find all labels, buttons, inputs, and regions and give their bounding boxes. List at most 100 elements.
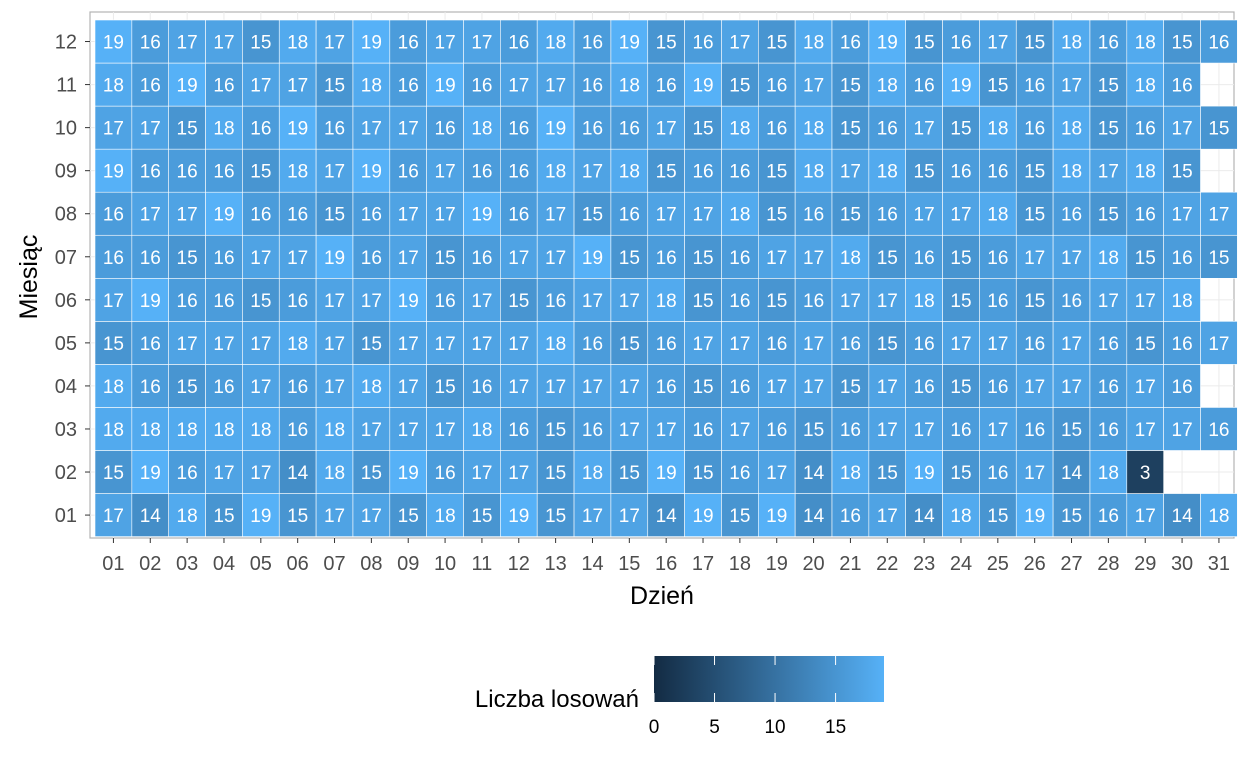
heatmap-cell: [205, 191, 243, 236]
cell-value-label: 16: [213, 76, 234, 97]
heatmap-cell: [647, 364, 685, 408]
cell-value-label: 16: [177, 162, 198, 183]
cell-value-label: 17: [1135, 506, 1156, 527]
cell-value-label: 18: [656, 291, 677, 312]
cell-value-label: 17: [508, 248, 529, 269]
cell-value-label: 16: [656, 76, 677, 97]
heatmap-cell: [242, 62, 280, 107]
heatmap-cell: [647, 191, 685, 236]
heatmap-cell: [1089, 364, 1128, 408]
cell-value-label: 18: [471, 420, 492, 441]
heatmap-cell: [794, 62, 833, 107]
cell-value-label: 17: [250, 76, 271, 97]
heatmap-cell: [536, 148, 575, 193]
cell-value-label: 15: [1024, 33, 1045, 54]
x-tick-label: 22: [876, 553, 898, 575]
cell-value-label: 18: [103, 377, 124, 398]
cell-value-label: 15: [435, 248, 456, 269]
x-axis-title: Dzień: [630, 582, 694, 610]
cell-value-label: 15: [692, 377, 713, 398]
cell-value-label: 17: [1061, 377, 1082, 398]
cell-value-label: 15: [582, 205, 603, 226]
cell-value-label: 16: [914, 334, 935, 355]
cell-value-label: 17: [471, 463, 492, 484]
heatmap-cell: [684, 19, 722, 64]
cell-value-label: 16: [1061, 205, 1082, 226]
cell-value-label: 15: [729, 76, 750, 97]
heatmap-cell: [610, 234, 649, 279]
cell-value-label: 17: [324, 377, 345, 398]
heatmap-cell: [352, 493, 391, 537]
cell-value-label: 18: [987, 205, 1008, 226]
x-tick-label: 26: [1024, 553, 1046, 575]
cell-value-label: 16: [435, 291, 456, 312]
cell-value-label: 17: [177, 205, 198, 226]
heatmap-cell: [500, 148, 538, 193]
cell-value-label: 17: [582, 377, 603, 398]
heatmap-cell: [389, 62, 427, 107]
heatmap-cell: [684, 321, 722, 365]
heatmap-cell: [463, 407, 501, 451]
heatmap-cell: [942, 105, 980, 150]
cell-value-label: 16: [582, 420, 603, 441]
heatmap-cell: [131, 191, 170, 236]
cell-value-label: 16: [803, 205, 824, 226]
x-tick-label: 04: [213, 553, 235, 575]
cell-value-label: 16: [729, 377, 750, 398]
heatmap-cell: [721, 191, 759, 236]
heatmap-cell: [278, 234, 317, 279]
cell-value-label: 15: [1024, 291, 1045, 312]
y-tick-label: 11: [56, 75, 77, 97]
heatmap-cell: [1015, 148, 1054, 193]
x-tick-label: 03: [176, 553, 198, 575]
heatmap-cell: [905, 407, 943, 451]
cell-value-label: 18: [840, 248, 861, 269]
heatmap-cell: [389, 450, 427, 494]
cell-value-label: 17: [914, 205, 935, 226]
cell-value-label: 15: [803, 420, 824, 441]
cell-value-label: 15: [398, 506, 419, 527]
heatmap-cell: [573, 62, 612, 107]
heatmap-cell: [1163, 493, 1201, 537]
cell-value-label: 17: [287, 248, 308, 269]
cell-value-label: 17: [1208, 205, 1229, 226]
cell-value-label: 18: [545, 334, 566, 355]
cell-value-label: 16: [1208, 33, 1229, 54]
cell-value-label: 17: [840, 162, 861, 183]
cell-value-label: 16: [140, 33, 161, 54]
cell-value-label: 17: [471, 334, 492, 355]
cell-value-label: 16: [1098, 377, 1119, 398]
cell-value-label: 14: [656, 506, 678, 527]
cell-value-label: 19: [692, 76, 713, 97]
x-tick-label: 21: [839, 553, 861, 575]
y-axis-title: Miesiąc: [15, 235, 43, 320]
cell-value-label: 18: [1135, 33, 1156, 54]
heatmap-cell: [205, 62, 243, 107]
heatmap-cell: [389, 148, 427, 193]
cell-value-label: 17: [1024, 377, 1045, 398]
cell-value-label: 16: [103, 205, 124, 226]
y-tick-label: 09: [55, 161, 77, 183]
heatmap-cell: [1089, 19, 1128, 64]
heatmap-cell: [979, 191, 1017, 236]
cell-value-label: 17: [250, 377, 271, 398]
cell-value-label: 19: [435, 76, 456, 97]
cell-value-label: 15: [766, 205, 787, 226]
heatmap-cell: [463, 364, 501, 408]
heatmap-cell: [242, 234, 280, 279]
heatmap-cell: [610, 321, 649, 365]
cell-value-label: 19: [398, 463, 419, 484]
cell-value-label: 16: [1135, 205, 1156, 226]
cell-value-label: 15: [766, 162, 787, 183]
cell-value-label: 16: [729, 248, 750, 269]
cell-value-label: 19: [766, 506, 787, 527]
cell-value-label: 15: [1098, 119, 1119, 140]
cell-value-label: 17: [508, 334, 529, 355]
heatmap-cell: [315, 364, 354, 408]
cell-value-label: 19: [250, 506, 271, 527]
cell-value-label: 16: [177, 291, 198, 312]
cell-value-label: 17: [729, 420, 750, 441]
heatmap-cell: [1052, 148, 1091, 193]
cell-value-label: 16: [435, 119, 456, 140]
heatmap-cell: [278, 407, 317, 451]
